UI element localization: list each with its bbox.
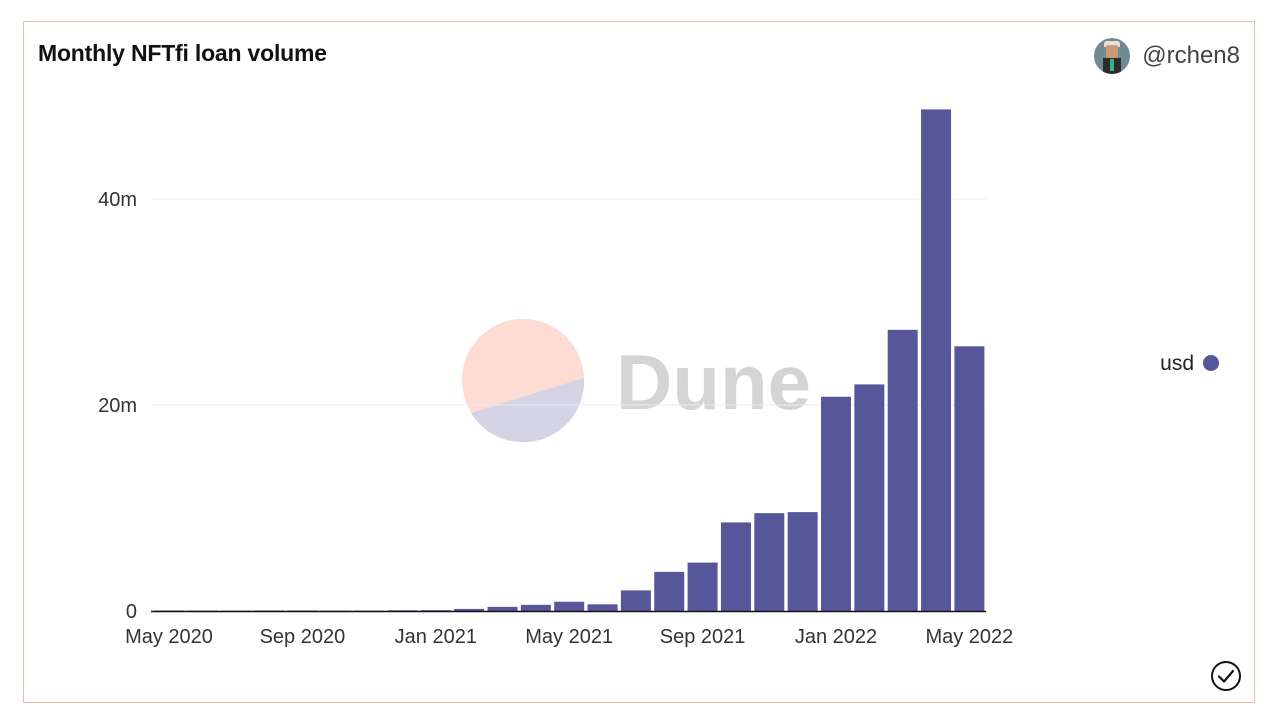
chart-card: Monthly NFTfi loan volume @rchen8 Dune 0 2… (23, 21, 1255, 703)
bar[interactable] (520, 604, 551, 611)
bar[interactable] (587, 604, 618, 611)
avatar-face (1106, 45, 1119, 58)
avatar[interactable] (1094, 38, 1131, 74)
bar[interactable] (854, 384, 885, 611)
bar[interactable] (554, 601, 585, 611)
legend-swatch (1203, 355, 1219, 371)
bar[interactable] (487, 606, 518, 611)
avatar-hat (1104, 41, 1121, 47)
y-tick-label: 20m (98, 395, 137, 417)
author-name[interactable]: @rchen8 (1142, 42, 1240, 69)
bar[interactable] (754, 513, 785, 611)
author-badge[interactable]: @rchen8 (1094, 38, 1240, 74)
bar[interactable] (720, 522, 751, 611)
bar[interactable] (887, 329, 918, 611)
bar[interactable] (821, 396, 851, 611)
bar-chart: Dune 0 20m 40m May 2020 Sep 2020 Jan 2021 May 2… (98, 109, 1219, 648)
x-tick-label: May 2020 (125, 626, 213, 648)
dune-watermark: Dune (462, 319, 811, 443)
x-tick-label: May 2022 (925, 626, 1013, 648)
bar[interactable] (620, 590, 651, 611)
bar[interactable] (387, 610, 418, 612)
legend[interactable]: usd (1160, 352, 1219, 375)
legend-label[interactable]: usd (1160, 352, 1194, 375)
bar[interactable] (654, 571, 685, 611)
y-tick-label: 40m (98, 189, 137, 211)
x-tick-label: Jan 2022 (795, 626, 877, 648)
y-tick-label: 0 (126, 601, 137, 623)
bar[interactable] (954, 346, 985, 611)
bar[interactable] (787, 512, 818, 611)
bar[interactable] (420, 610, 451, 611)
bar[interactable] (921, 109, 952, 611)
chart-title: Monthly NFTfi loan volume (38, 40, 327, 66)
x-tick-label: Sep 2020 (260, 626, 346, 648)
avatar-stripe (1110, 59, 1115, 71)
x-tick-label: Sep 2021 (660, 626, 746, 648)
x-tick-label: Jan 2021 (395, 626, 477, 648)
dune-logo-lower (471, 378, 585, 443)
x-tick-label: May 2021 (525, 626, 613, 648)
bar[interactable] (687, 562, 718, 611)
bar[interactable] (454, 608, 485, 611)
check-circle-icon[interactable] (1210, 660, 1242, 692)
dune-watermark-text: Dune (616, 338, 811, 426)
